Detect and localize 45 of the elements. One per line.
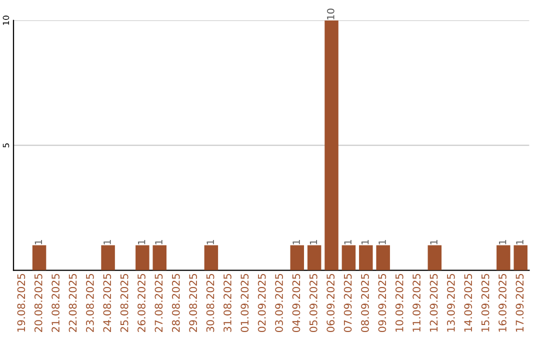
x-tick-label: 16.09.2025 — [498, 274, 506, 332]
x-tick-label: 12.09.2025 — [430, 274, 438, 332]
x-tick-label: 19.08.2025 — [17, 274, 26, 332]
x-tick-label: 28.08.2025 — [172, 274, 180, 332]
x-tick-label: 31.08.2025 — [224, 274, 232, 332]
data-label: 1 — [155, 240, 162, 244]
x-tick-label: 26.08.2025 — [138, 274, 146, 332]
x-tick-label: 14.09.2025 — [464, 274, 472, 332]
data-label: 1 — [104, 240, 111, 244]
x-tick-label: 21.08.2025 — [52, 274, 60, 332]
x-tick-label: 29.08.2025 — [189, 274, 198, 332]
y-tick-label: 5 — [2, 143, 10, 148]
x-tick-label: 03.09.2025 — [275, 274, 283, 332]
x-tick-label: 15.09.2025 — [481, 274, 490, 332]
x-tick-label: 13.09.2025 — [446, 274, 455, 332]
x-tick-label: 06.09.2025 — [326, 274, 335, 332]
x-tick-label: 25.08.2025 — [120, 274, 128, 332]
x-tick-label: 24.08.2025 — [103, 274, 112, 332]
x-tick-label: 23.08.2025 — [86, 274, 94, 332]
x-tick-label: 07.09.2025 — [344, 274, 352, 332]
x-tick-label: 05.09.2025 — [309, 274, 318, 332]
x-tick-label: 11.09.2025 — [412, 274, 420, 332]
x-tick-label: 10.09.2025 — [395, 274, 404, 332]
data-label: 1 — [34, 240, 42, 244]
x-tick-label: 30.08.2025 — [206, 274, 214, 332]
data-label: 1 — [344, 240, 352, 244]
x-tick-label: 17.09.2025 — [516, 274, 524, 332]
x-tick-label: 01.09.2025 — [240, 274, 249, 332]
data-label: 1 — [361, 240, 369, 244]
x-tick-label: 09.09.2025 — [378, 274, 386, 332]
x-tick-label: 22.08.2025 — [68, 274, 77, 332]
data-label: 1 — [206, 240, 214, 244]
data-label: 1 — [292, 240, 300, 244]
x-tick-label: 20.08.2025 — [34, 274, 42, 332]
x-tick-label: 02.09.2025 — [258, 274, 266, 332]
data-label: 1 — [499, 240, 506, 244]
x-tick-label: 04.09.2025 — [292, 274, 300, 332]
x-tick-label: 27.08.2025 — [154, 274, 163, 332]
data-label: 10 — [326, 8, 334, 20]
data-label: 1 — [430, 240, 438, 244]
x-tick-label: 08.09.2025 — [361, 274, 369, 332]
data-label: 1 — [310, 240, 318, 244]
data-label: 1 — [378, 240, 386, 244]
data-label: 1 — [516, 240, 524, 244]
data-label: 1 — [138, 240, 146, 244]
